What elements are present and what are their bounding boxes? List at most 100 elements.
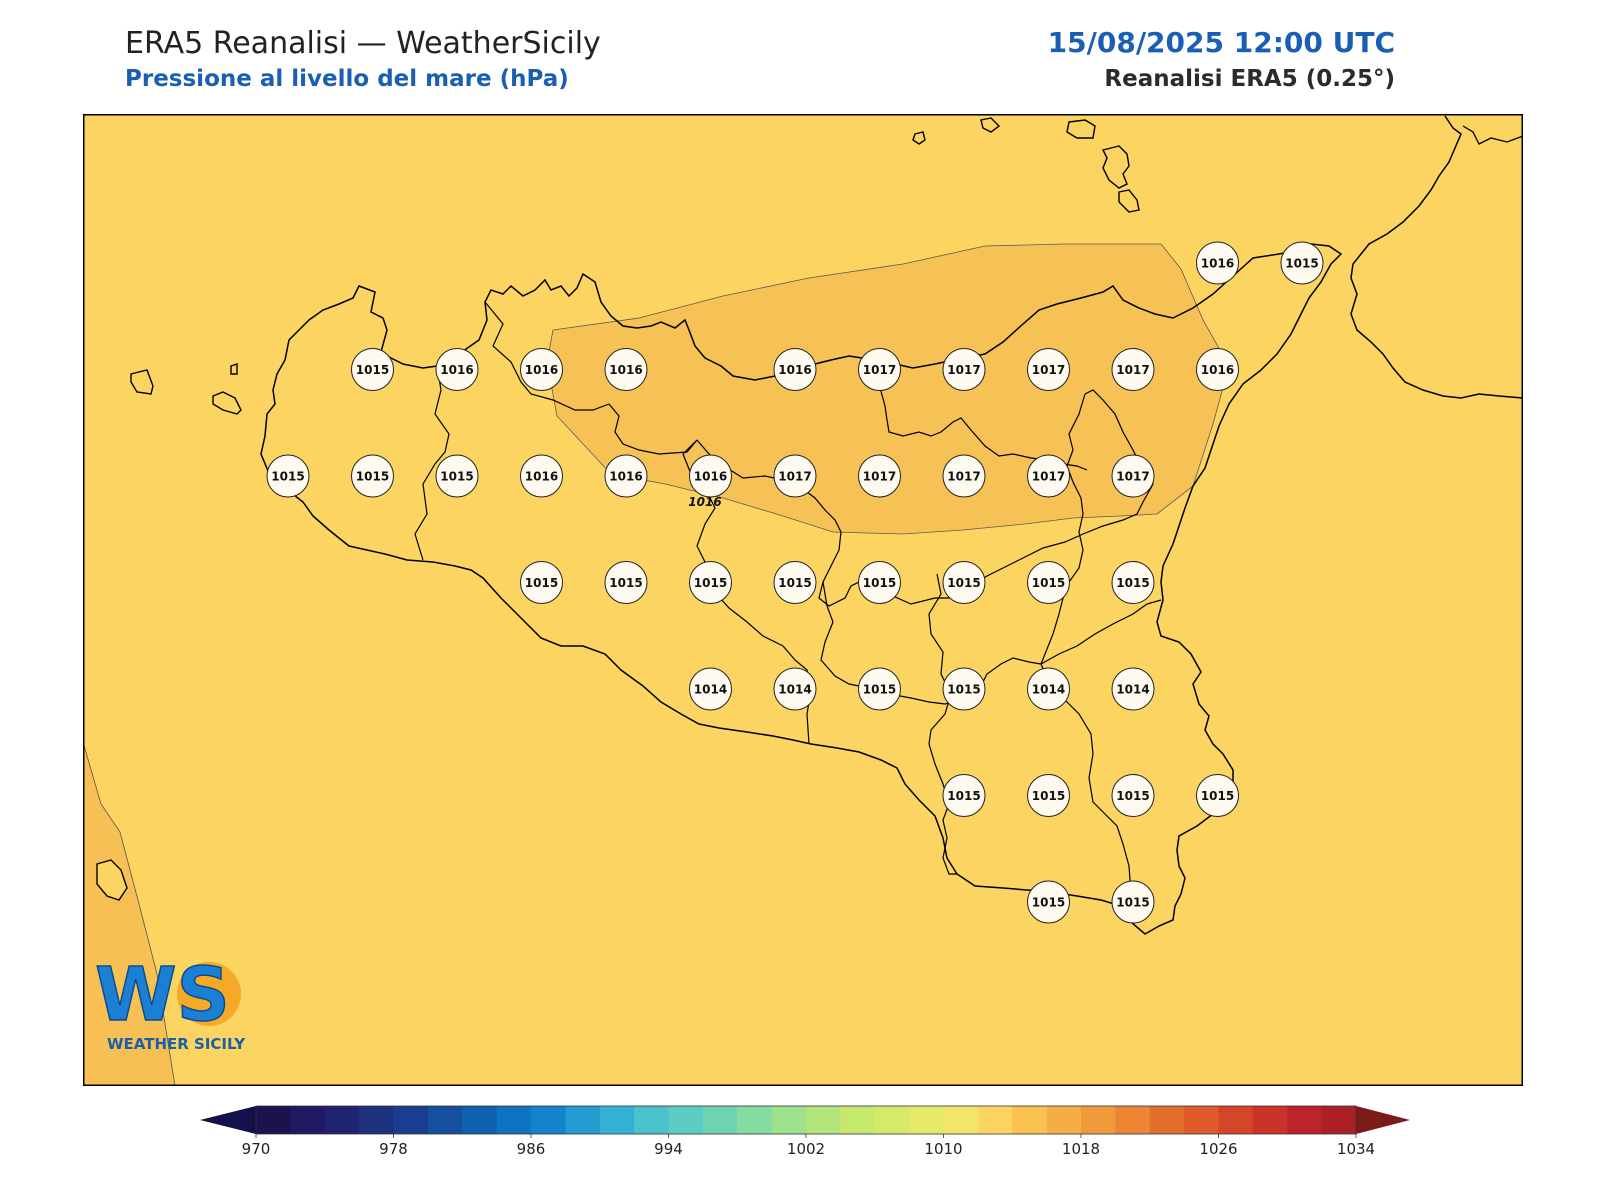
station-marker: 1015 [351, 348, 394, 391]
station-marker: 1017 [1111, 454, 1155, 498]
station-marker: 1015 [1027, 774, 1070, 817]
station-marker: 1015 [773, 561, 817, 604]
station-marker: 1015 [1027, 880, 1070, 924]
logo-name: WEATHER SICILY [107, 1035, 246, 1053]
station-value: 1017 [947, 470, 980, 484]
station-marker: 1015 [351, 454, 394, 498]
colorbar-segment [1252, 1106, 1288, 1134]
colorbar-segment [324, 1106, 360, 1134]
station-value: 1016 [440, 363, 473, 377]
colorbar-segment [634, 1106, 669, 1134]
station-value: 1016 [1201, 257, 1234, 271]
station-marker: 1017 [858, 348, 901, 391]
station-circle [520, 561, 563, 604]
station-value: 1016 [609, 363, 642, 377]
logo-sun-circle [177, 962, 241, 1026]
station-value: 1015 [1116, 896, 1149, 910]
station-value: 1015 [1032, 896, 1065, 910]
station-circle [1111, 880, 1155, 924]
station-circle [604, 454, 648, 498]
colorbar-segment [1046, 1106, 1082, 1134]
station-value: 1014 [1032, 683, 1065, 697]
station-marker: 1015 [1111, 774, 1155, 817]
colorbar-tick-label: 970 [242, 1140, 271, 1158]
station-value: 1015 [947, 683, 980, 697]
station-marker: 1017 [942, 348, 986, 391]
colorbar-tick-label: 978 [379, 1140, 408, 1158]
colorbar-tick-label: 1026 [1199, 1140, 1237, 1158]
station-circle [942, 348, 986, 391]
station-circle [689, 667, 732, 711]
station-circle [1111, 667, 1155, 711]
sicily-coastline [260, 243, 1343, 935]
station-circle [773, 667, 817, 711]
station-circle [1027, 667, 1070, 711]
station-value: 1016 [778, 363, 811, 377]
station-value: 1016 [1201, 363, 1234, 377]
station-value: 1017 [947, 363, 980, 377]
station-value: 1015 [525, 576, 558, 590]
map-title: ERA5 Reanalisi — WeatherSicily [125, 26, 601, 61]
station-circle [689, 561, 732, 604]
station-circle [1280, 241, 1324, 285]
station-value: 1015 [1116, 789, 1149, 803]
station-circle [1196, 348, 1239, 391]
pressure-colorbar: 970 978 986 994 1002 1010 1018 1026 1034 [200, 1105, 1410, 1158]
station-marker: 1017 [1027, 348, 1070, 391]
station-value: 1015 [863, 683, 896, 697]
station-value: 1015 [947, 789, 980, 803]
station-marker: 1016 [604, 348, 648, 391]
colorbar-segment [668, 1106, 704, 1134]
station-circle [435, 348, 479, 391]
calabria-coastline [1350, 115, 1523, 399]
colorbar-segment [1115, 1106, 1151, 1134]
station-value: 1015 [1116, 576, 1149, 590]
colorbar-segment [496, 1106, 532, 1134]
station-value: 1017 [1116, 470, 1149, 484]
station-value: 1015 [947, 576, 980, 590]
station-circle [351, 454, 394, 498]
colorbar-segment [531, 1106, 566, 1134]
colorbar-segment [874, 1106, 910, 1134]
station-marker: 1016 [520, 454, 563, 498]
colorbar-segment [1321, 1106, 1357, 1134]
station-value: 1015 [863, 576, 896, 590]
station-marker: 1015 [942, 561, 986, 604]
station-circle [1027, 348, 1070, 391]
contour-label: 1016 [688, 495, 721, 509]
station-circle [942, 454, 986, 498]
station-value: 1016 [525, 470, 558, 484]
colorbar-segment [737, 1106, 773, 1134]
colorbar-tick-label: 994 [654, 1140, 683, 1158]
colorbar-segment [1218, 1106, 1254, 1134]
station-value: 1015 [1032, 576, 1065, 590]
station-value: 1015 [1285, 257, 1318, 271]
station-marker: 1015 [435, 454, 479, 498]
station-circle [520, 454, 563, 498]
station-value: 1015 [271, 470, 304, 484]
station-value: 1015 [1032, 789, 1065, 803]
station-marker: 1017 [1111, 348, 1155, 391]
station-marker: 1015 [266, 454, 310, 498]
station-circle [773, 561, 817, 604]
colorbar-segment [943, 1106, 979, 1134]
station-circle [1196, 241, 1239, 285]
station-value: 1016 [694, 470, 727, 484]
station-circle [773, 454, 817, 498]
station-marker: 1016 [604, 454, 648, 498]
station-circle [1027, 880, 1070, 924]
station-circle [1111, 774, 1155, 817]
station-marker: 1015 [689, 561, 732, 604]
station-marker: 1014 [1111, 667, 1155, 711]
station-circle [858, 667, 901, 711]
station-circle [858, 348, 901, 391]
station-circle [1027, 561, 1070, 604]
station-value: 1014 [778, 683, 811, 697]
station-circle [942, 561, 986, 604]
colorbar-tick-label: 986 [517, 1140, 546, 1158]
station-marker: 1015 [858, 667, 901, 711]
station-circle [435, 454, 479, 498]
station-value: 1015 [1201, 789, 1234, 803]
station-value: 1017 [863, 363, 896, 377]
station-marker: 1014 [1027, 667, 1070, 711]
